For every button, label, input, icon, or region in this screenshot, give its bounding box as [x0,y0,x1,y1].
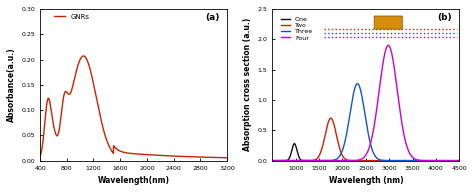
Y-axis label: Absorption cross section (a.u.): Absorption cross section (a.u.) [243,18,252,151]
Y-axis label: Absorbance(a.u.): Absorbance(a.u.) [7,47,16,122]
Text: (b): (b) [437,13,452,22]
FancyBboxPatch shape [374,16,402,29]
X-axis label: Wavelength (nm): Wavelength (nm) [328,176,403,185]
Legend: One, Two, Three, Four: One, Two, Three, Four [279,15,314,42]
X-axis label: Wavelength(nm): Wavelength(nm) [98,176,170,185]
Legend: GNRs: GNRs [53,12,91,21]
Text: (a): (a) [205,13,219,22]
